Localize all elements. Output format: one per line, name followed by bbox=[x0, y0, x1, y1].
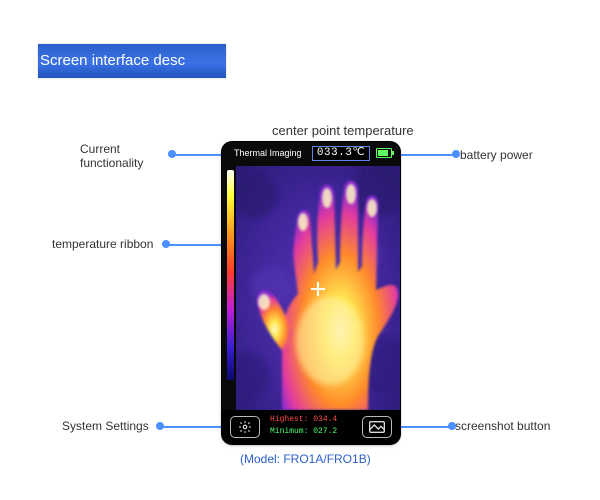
minimum-value: 027.2 bbox=[313, 427, 337, 436]
callout-label: battery power bbox=[460, 148, 533, 162]
minimum-row: Minimum: 027.2 bbox=[270, 426, 337, 438]
model-label: (Model: FRO1A/FRO1B) bbox=[240, 452, 371, 466]
callout-label: temperature ribbon bbox=[52, 237, 153, 251]
callout-center-point: center point temperature bbox=[272, 123, 414, 138]
device-bottombar: Highest: 034.4 Minimum: 027.2 bbox=[222, 410, 400, 444]
model-text: (Model: FRO1A/FRO1B) bbox=[240, 452, 371, 466]
device-screen: Thermal Imaging 033.3℃ bbox=[222, 142, 400, 444]
crosshair-icon bbox=[311, 282, 325, 296]
minimum-label: Minimum: bbox=[270, 427, 308, 436]
callout-current-functionality: Current functionality bbox=[80, 142, 170, 170]
title-text: Screen interface desc bbox=[40, 52, 185, 69]
battery-icon bbox=[376, 148, 392, 158]
temperature-ribbon bbox=[227, 170, 234, 380]
callout-system-settings: System Settings bbox=[62, 419, 149, 433]
callout-ribbon: temperature ribbon bbox=[52, 237, 153, 251]
temperature-value: 033.3℃ bbox=[317, 147, 365, 159]
highest-label: Highest: bbox=[270, 415, 308, 424]
thermal-image bbox=[236, 166, 400, 410]
screenshot-icon bbox=[369, 421, 385, 433]
callout-dot bbox=[162, 240, 170, 248]
callout-label: screenshot button bbox=[455, 419, 550, 433]
callout-label: System Settings bbox=[62, 419, 149, 433]
callout-line bbox=[400, 154, 456, 156]
temperature-readout: 033.3℃ bbox=[312, 146, 370, 161]
gear-icon bbox=[238, 420, 252, 434]
battery-fill bbox=[378, 150, 388, 156]
callout-line bbox=[394, 426, 452, 428]
callout-battery: battery power bbox=[460, 148, 533, 162]
callout-dot bbox=[452, 150, 460, 158]
callout-dot bbox=[448, 422, 456, 430]
title-banner: Screen interface desc bbox=[38, 44, 226, 78]
callout-screenshot: screenshot button bbox=[455, 419, 550, 433]
callout-dot bbox=[156, 422, 164, 430]
callout-line bbox=[160, 426, 230, 428]
thermal-mode-label: Thermal Imaging bbox=[234, 148, 302, 158]
callout-label: center point temperature bbox=[272, 123, 414, 138]
device-topbar: Thermal Imaging 033.3℃ bbox=[222, 142, 400, 164]
temp-stats: Highest: 034.4 Minimum: 027.2 bbox=[270, 414, 337, 438]
settings-button[interactable] bbox=[230, 416, 260, 438]
highest-row: Highest: 034.4 bbox=[270, 414, 337, 426]
screenshot-button[interactable] bbox=[362, 416, 392, 438]
callout-line bbox=[166, 244, 222, 246]
callout-dot bbox=[168, 150, 176, 158]
callout-label: Current functionality bbox=[80, 142, 170, 170]
highest-value: 034.4 bbox=[313, 415, 337, 424]
